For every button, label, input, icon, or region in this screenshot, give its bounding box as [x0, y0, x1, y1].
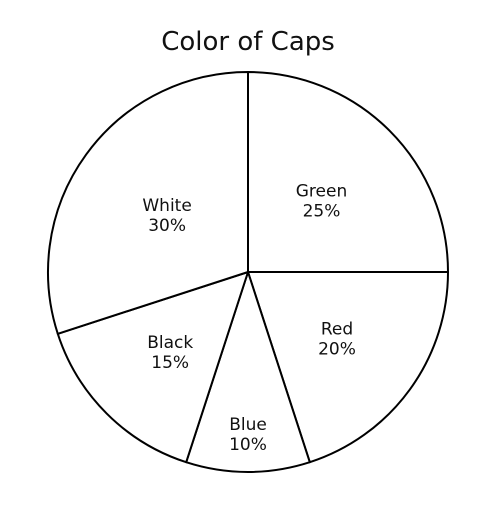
- pie-slice-black: [56, 271, 249, 464]
- slice-value-blue: 10%: [229, 435, 267, 455]
- pie-slice-blue: [185, 271, 311, 473]
- slice-label-black: Black: [147, 333, 193, 353]
- chart-title: Color of Caps: [161, 27, 335, 57]
- slice-label-green: Green: [296, 182, 347, 202]
- slice-label-blue: Blue: [229, 415, 267, 435]
- pie-slice-red: [247, 271, 449, 464]
- pie-slice-white: [47, 71, 249, 335]
- slice-value-white: 30%: [148, 216, 186, 236]
- pie-slice-green: [247, 71, 449, 273]
- slice-label-red: Red: [321, 320, 353, 340]
- slice-label-white: White: [142, 196, 191, 216]
- pie-slices: [47, 71, 449, 473]
- slice-value-green: 25%: [303, 202, 341, 222]
- slice-value-red: 20%: [318, 340, 356, 360]
- slice-value-black: 15%: [151, 353, 189, 373]
